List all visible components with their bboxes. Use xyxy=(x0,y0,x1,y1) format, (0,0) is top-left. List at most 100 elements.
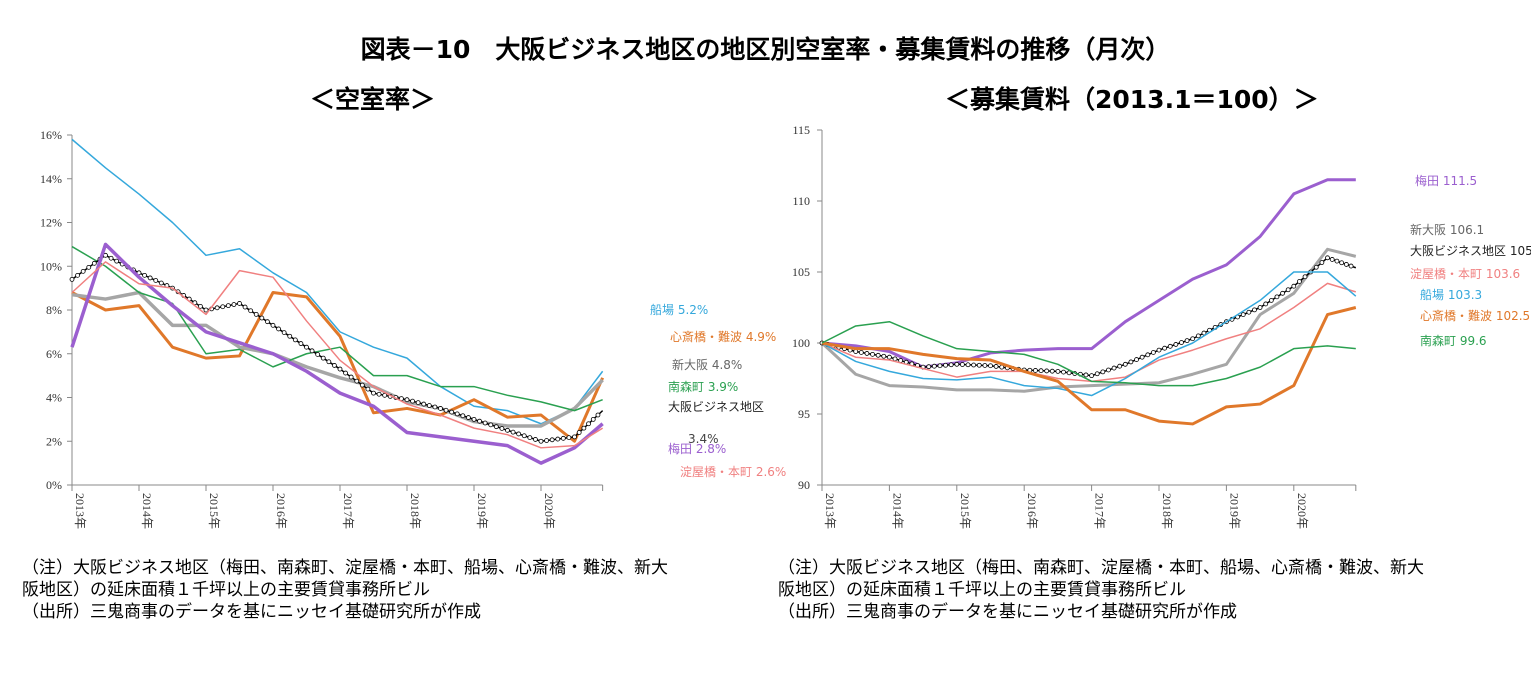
y-tick-label: 2% xyxy=(46,434,62,448)
data-point-marker xyxy=(376,391,382,397)
data-point-marker xyxy=(415,400,421,406)
data-point-marker xyxy=(931,363,937,369)
data-point-marker xyxy=(499,426,505,431)
data-point-marker xyxy=(438,406,443,411)
data-point-marker xyxy=(1044,368,1050,374)
data-point-marker xyxy=(516,431,522,437)
data-point-marker xyxy=(1190,336,1196,342)
data-point-marker xyxy=(432,404,438,410)
y-tick-label: 0% xyxy=(46,478,62,492)
data-point-marker xyxy=(1145,352,1151,358)
data-point-marker xyxy=(1038,368,1044,374)
data-point-marker xyxy=(586,421,591,427)
data-point-marker xyxy=(158,280,164,286)
y-tick-label: 12% xyxy=(40,216,62,230)
data-point-marker xyxy=(1268,297,1274,303)
data-point-marker xyxy=(315,352,321,357)
series-line-船場 xyxy=(71,138,604,425)
x-tick-label: 2015年 xyxy=(958,493,972,529)
y-tick-label: 110 xyxy=(792,194,810,208)
note-line: 阪地区）の延床面積１千坪以上の主要賃貸事務所ビル xyxy=(778,580,1186,600)
data-point-marker xyxy=(1139,354,1145,360)
series-label: 南森町 3.9% xyxy=(668,379,738,394)
series-line-心斎橋・難波 xyxy=(821,306,1357,426)
y-tick-label: 100 xyxy=(792,336,810,350)
data-point-marker xyxy=(1339,260,1345,266)
data-point-marker xyxy=(404,397,410,403)
data-point-marker xyxy=(1049,368,1055,374)
vacancy-chart-title: ＜空室率＞ xyxy=(310,85,436,114)
data-point-marker xyxy=(533,437,538,442)
data-point-marker xyxy=(948,362,954,368)
data-point-marker xyxy=(954,361,960,367)
note-line: （注）大阪ビジネス地区（梅田、南森町、淀屋橋・本町、船場、心斎橋・難波、新大 xyxy=(778,558,1424,578)
data-point-marker xyxy=(1246,309,1252,315)
data-point-marker xyxy=(493,424,499,430)
series-label: 船場 103.3 xyxy=(1420,288,1482,302)
data-point-marker xyxy=(259,315,265,321)
data-point-marker xyxy=(982,363,988,368)
data-point-marker xyxy=(1334,258,1340,264)
data-point-marker xyxy=(960,362,965,367)
data-point-marker xyxy=(114,258,120,264)
data-point-marker xyxy=(80,268,86,274)
data-point-marker xyxy=(1348,263,1354,269)
series-label: 新大阪 106.1 xyxy=(1410,222,1484,237)
series-label: 心斎橋・難波 4.9% xyxy=(670,329,776,344)
data-point-marker xyxy=(1285,287,1291,293)
data-point-marker xyxy=(348,374,354,380)
data-point-marker xyxy=(443,407,449,413)
data-point-marker xyxy=(220,304,226,310)
data-point-marker xyxy=(943,362,948,368)
data-point-marker xyxy=(1280,290,1285,296)
data-point-marker xyxy=(1156,347,1162,353)
data-point-marker xyxy=(410,398,415,404)
data-point-marker xyxy=(1100,369,1106,375)
right-notes: （注）大阪ビジネス地区（梅田、南森町、淀屋橋・本町、船場、心斎橋・難波、新大 阪… xyxy=(778,557,1518,623)
data-point-marker xyxy=(560,435,566,441)
data-point-marker xyxy=(1257,305,1263,310)
data-point-marker xyxy=(1179,340,1184,345)
data-point-marker xyxy=(471,416,477,422)
series-line-南森町 xyxy=(71,245,603,412)
data-point-marker xyxy=(1343,262,1349,267)
data-point-marker xyxy=(421,401,427,407)
data-point-marker xyxy=(454,411,460,417)
data-point-marker xyxy=(332,363,337,368)
data-point-marker xyxy=(231,302,237,307)
y-tick-label: 105 xyxy=(792,265,810,279)
data-point-marker xyxy=(1329,257,1335,262)
data-point-marker xyxy=(153,278,159,283)
data-point-marker xyxy=(276,326,281,332)
x-tick-label: 2016年 xyxy=(1025,493,1039,529)
data-point-marker xyxy=(320,355,326,361)
data-point-marker xyxy=(1055,368,1061,374)
data-point-marker xyxy=(343,370,348,376)
data-point-marker xyxy=(887,354,892,360)
x-tick-label: 2014年 xyxy=(140,493,154,529)
data-point-marker xyxy=(1313,264,1319,270)
data-point-marker xyxy=(309,348,315,354)
series-label: 南森町 99.6 xyxy=(1420,333,1487,348)
data-point-marker xyxy=(248,308,254,314)
series-label: 船場 5.2% xyxy=(650,303,708,317)
data-point-marker xyxy=(1173,342,1179,347)
data-point-marker xyxy=(1167,343,1173,349)
data-point-marker xyxy=(937,363,943,369)
y-tick-label: 95 xyxy=(798,407,810,421)
data-point-marker xyxy=(292,337,298,343)
data-point-marker xyxy=(1263,301,1269,307)
data-point-marker xyxy=(1111,365,1117,371)
rent-chart-title: ＜募集賃料（2013.1＝100）＞ xyxy=(945,85,1319,114)
data-point-marker xyxy=(1162,345,1168,351)
data-point-marker xyxy=(281,330,287,336)
data-point-marker xyxy=(142,272,147,278)
note-line: （出所）三鬼商事のデータを基にニッセイ基礎研究所が作成 xyxy=(22,602,481,622)
data-point-marker xyxy=(1094,371,1100,377)
x-tick-label: 2018年 xyxy=(1160,493,1174,529)
series-line-新大阪 xyxy=(820,247,1357,393)
figure-title: 図表－10 大阪ビジネス地区の地区別空室率・募集賃料の推移（月次） xyxy=(360,35,1171,64)
data-point-marker xyxy=(1089,373,1094,379)
series-label: 淀屋橋・本町 103.6 xyxy=(1410,267,1520,281)
